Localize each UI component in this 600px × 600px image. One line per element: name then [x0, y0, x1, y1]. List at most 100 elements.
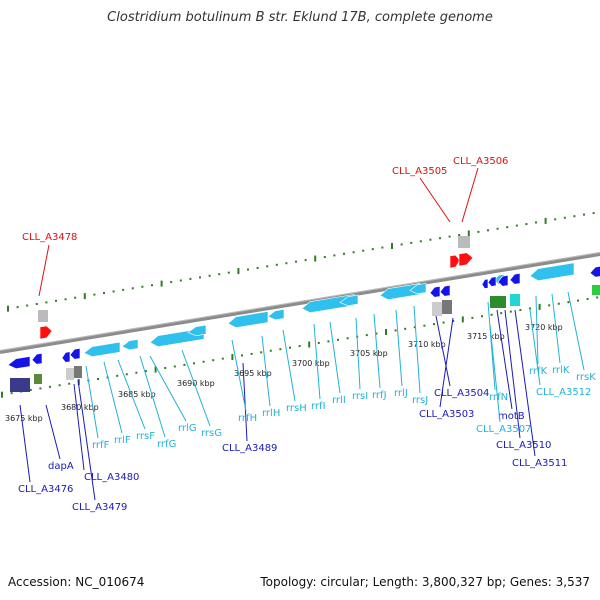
- leader-line: [19, 404, 31, 483]
- gene-label: rrfK: [529, 366, 548, 377]
- gene-label: rrlK: [552, 365, 570, 376]
- leader-line: [85, 365, 99, 439]
- protein-gene-arrow: [31, 353, 43, 365]
- gene-label: rrsK: [576, 372, 596, 383]
- rrna-gene-arrow: [83, 341, 121, 358]
- gene-label: CLL_A3510: [496, 440, 551, 451]
- leader-line: [103, 361, 123, 434]
- leader-line: [489, 324, 501, 423]
- gene-label: dapA: [48, 461, 74, 472]
- gene-label: CLL_A3507: [476, 424, 531, 435]
- feature-box: [10, 378, 30, 392]
- leader-line: [242, 362, 248, 442]
- genome-backbone: [0, 252, 600, 354]
- feature-box: [66, 368, 74, 380]
- gene-label: CLL_A3479: [72, 502, 127, 513]
- leader-line: [117, 359, 146, 430]
- gene-label: CLL_A3511: [512, 458, 567, 469]
- scale-label: 3715 kbp: [467, 332, 505, 341]
- gene-label: rrsJ: [412, 395, 428, 406]
- leader-line: [38, 244, 50, 297]
- gene-label: motB: [498, 411, 525, 422]
- protein-gene-arrow: [7, 356, 31, 370]
- protein-gene-arrow: [429, 286, 441, 298]
- leader-line: [419, 177, 451, 223]
- leader-line: [535, 295, 539, 365]
- rrna-gene-arrow: [227, 311, 269, 329]
- gene-label: rrfJ: [372, 390, 387, 401]
- rrna-gene-arrow: [409, 283, 427, 295]
- genome-backbone-highlight: [0, 252, 600, 351]
- leader-line: [461, 167, 479, 223]
- rrna-gene-arrow: [339, 294, 359, 307]
- red-gene-arrow: [39, 325, 53, 340]
- leader-line: [139, 355, 166, 438]
- scale-label: 3700 kbp: [292, 359, 330, 368]
- gene-label: rrsH: [286, 403, 307, 414]
- protein-gene-arrow: [481, 278, 489, 289]
- leader-line: [439, 317, 454, 408]
- feature-box: [432, 302, 442, 316]
- leader-line: [395, 309, 403, 387]
- scale-label: 3675 kbp: [5, 414, 43, 423]
- gene-label: CLL_A3478: [22, 232, 77, 243]
- map-title: Clostridium botulinum B str. Eklund 17B,…: [107, 10, 493, 25]
- leader-line: [313, 323, 321, 400]
- leader-line: [373, 313, 381, 389]
- protein-gene-arrow: [69, 348, 81, 360]
- gene-label: rrlI: [332, 395, 346, 406]
- feature-box: [74, 366, 82, 378]
- scale-label: 3705 kbp: [350, 349, 388, 358]
- red-gene-arrow: [458, 252, 474, 267]
- rrna-gene-arrow: [529, 262, 575, 282]
- gene-label: rrlH: [262, 408, 280, 419]
- gene-label: rrfH: [238, 413, 257, 424]
- scale-label: 3695 kbp: [234, 369, 272, 378]
- leader-line: [149, 355, 187, 422]
- feature-box: [592, 285, 600, 295]
- leader-line: [496, 309, 513, 410]
- feature-box: [442, 300, 452, 314]
- protein-gene-arrow: [509, 273, 521, 285]
- gene-label: rrfG: [157, 439, 176, 450]
- gene-label: CLL_A3476: [18, 484, 73, 495]
- gene-label: rrlG: [178, 423, 197, 434]
- scale-label: 3680 kbp: [61, 403, 99, 412]
- feature-box: [458, 236, 470, 248]
- leader-line: [355, 317, 361, 390]
- feature-box: [490, 296, 506, 308]
- gene-label: rrfI: [311, 401, 326, 412]
- feature-box: [38, 310, 48, 322]
- leader-line: [504, 309, 521, 439]
- rrna-gene-arrow: [267, 309, 285, 321]
- gene-label: rrfN: [489, 392, 508, 403]
- leader-line: [77, 379, 96, 501]
- protein-gene-arrow: [589, 266, 600, 278]
- leader-line: [261, 335, 271, 407]
- accession-text: Accession: NC_010674: [8, 575, 145, 589]
- gene-label: rrsG: [201, 428, 222, 439]
- protein-gene-arrow: [61, 351, 71, 363]
- protein-gene-arrow: [487, 276, 497, 287]
- scale-label: 3720 kbp: [525, 323, 563, 332]
- gene-label: CLL_A3489: [222, 443, 277, 454]
- leader-line: [567, 291, 585, 371]
- red-gene-arrow: [449, 254, 461, 269]
- gene-label: CLL_A3506: [453, 156, 508, 167]
- leader-line: [514, 309, 536, 457]
- gene-label: rrlF: [114, 435, 131, 446]
- leader-line: [551, 293, 561, 364]
- gene-label: CLL_A3504: [434, 388, 489, 399]
- leader-line: [231, 339, 247, 412]
- gene-label: CLL_A3480: [84, 472, 139, 483]
- leader-line: [529, 309, 541, 386]
- gene-label: rrsF: [136, 431, 155, 442]
- leader-line: [73, 383, 85, 471]
- leader-line: [413, 305, 421, 394]
- gene-label: CLL_A3505: [392, 166, 447, 177]
- leader-line: [282, 329, 296, 402]
- feature-box: [34, 374, 42, 384]
- scale-label: 3710 kbp: [408, 340, 446, 349]
- leader-line: [329, 321, 341, 394]
